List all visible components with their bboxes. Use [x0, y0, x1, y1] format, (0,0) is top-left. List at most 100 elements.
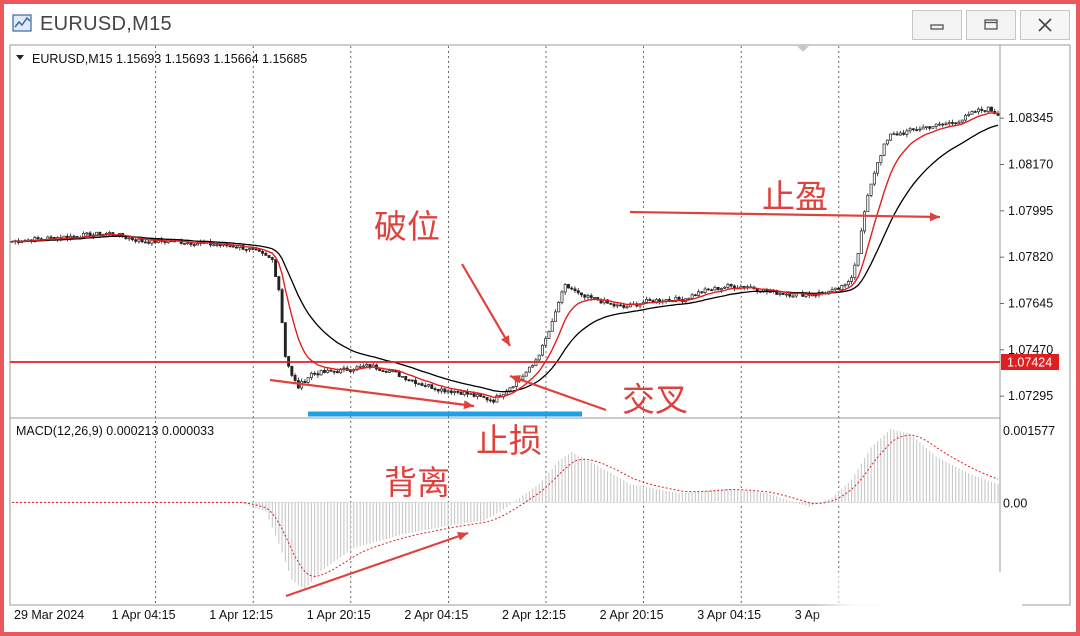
candle-body — [384, 370, 388, 373]
macd-label: MACD(12,26,9) 0.000213 0.000033 — [16, 424, 214, 438]
macd-signal-line — [12, 434, 999, 577]
candle-body — [108, 232, 112, 234]
candle-body — [960, 119, 964, 123]
candle-body — [885, 139, 889, 145]
candle-body — [196, 243, 199, 246]
candle-body — [335, 371, 339, 374]
candle-body — [433, 388, 437, 390]
candle-body — [482, 396, 486, 398]
x-tick-label: 3 Apr 04:15 — [697, 608, 761, 622]
candle-body — [898, 132, 902, 136]
y-tick-label: 1.07295 — [1008, 389, 1053, 403]
x-tick-label: 1 Apr 20:15 — [307, 608, 371, 622]
candle-body — [313, 372, 317, 375]
candle-body — [837, 287, 840, 290]
candle-body — [658, 299, 662, 302]
candle-body — [908, 128, 912, 132]
candle-body — [326, 369, 330, 373]
candle-body — [892, 133, 896, 136]
candle-body — [140, 238, 144, 243]
candle-body — [950, 122, 954, 124]
scroll-marker — [797, 46, 809, 52]
candle-body — [928, 126, 932, 129]
take-profit-arrow-head — [929, 212, 940, 222]
candle-body — [918, 128, 922, 131]
candle-body — [479, 394, 483, 397]
candle-body — [986, 106, 990, 112]
candle-body — [449, 390, 453, 394]
candle-body — [947, 122, 951, 125]
candle-body — [397, 371, 401, 378]
restore-button[interactable] — [966, 10, 1016, 40]
candle-body — [905, 130, 909, 135]
candle-body — [127, 237, 131, 240]
candle-body — [586, 295, 590, 298]
candle-body — [785, 293, 788, 296]
candle-body — [244, 249, 248, 251]
crossover-arrow-head — [510, 375, 521, 384]
candle-body — [856, 253, 860, 266]
candle-body — [703, 288, 707, 293]
candle-body — [973, 111, 977, 113]
candle-body — [264, 252, 268, 256]
candle-body — [231, 245, 235, 248]
symbol-dropdown-icon[interactable] — [16, 55, 24, 60]
candle-body — [648, 299, 652, 301]
x-tick-label: 1 Apr 04:15 — [112, 608, 176, 622]
candle-body — [218, 244, 222, 247]
x-tick-label: 2 Apr 04:15 — [404, 608, 468, 622]
candle-body — [95, 231, 99, 236]
candle-body — [235, 246, 238, 249]
candle-body — [580, 292, 583, 296]
candle-body — [85, 232, 89, 235]
candle-body — [290, 365, 294, 376]
candle-body — [436, 389, 440, 392]
candle-body — [876, 162, 880, 174]
candle-body — [726, 284, 730, 288]
candle-body — [316, 373, 320, 376]
candle-body — [303, 381, 307, 383]
candle-body — [957, 121, 961, 124]
candle-body — [583, 294, 587, 298]
candle-body — [443, 388, 447, 393]
candle-body — [228, 245, 232, 248]
candle-body — [990, 106, 993, 112]
candle-body — [560, 291, 564, 303]
candle-body — [407, 379, 411, 382]
candle-body — [417, 383, 421, 385]
candle-body — [593, 297, 596, 299]
candle-body — [306, 377, 310, 383]
candle-body — [261, 251, 265, 254]
close-button[interactable] — [1020, 10, 1070, 40]
x-tick-label: 29 Mar 2024 — [14, 608, 84, 622]
candle-body — [134, 239, 138, 242]
candle-body — [391, 370, 395, 373]
candle-body — [778, 292, 782, 295]
candle-body — [163, 241, 167, 243]
candle-body — [348, 370, 352, 372]
window-title: EURUSD,M15 — [40, 13, 172, 35]
candle-body — [257, 249, 261, 252]
candle-body — [241, 245, 245, 250]
candle-body — [485, 397, 489, 401]
candle-body — [954, 122, 958, 125]
candle-body — [576, 290, 580, 294]
candle-body — [902, 132, 906, 135]
candle-body — [931, 126, 935, 129]
candle-body — [970, 111, 974, 115]
candle-body — [410, 379, 414, 382]
candle-body — [716, 286, 720, 291]
candle-body — [840, 285, 844, 290]
candle-body — [459, 391, 463, 395]
candle-body — [511, 386, 515, 389]
minimize-button[interactable] — [912, 10, 962, 40]
candle-body — [414, 379, 417, 385]
candle-body — [453, 391, 457, 394]
crossover-arrow — [509, 374, 607, 412]
candle-body — [365, 364, 369, 367]
candle-body — [401, 375, 404, 378]
candle-body — [980, 108, 984, 111]
candle-body — [924, 126, 928, 129]
current-price-tag — [1001, 353, 1059, 370]
